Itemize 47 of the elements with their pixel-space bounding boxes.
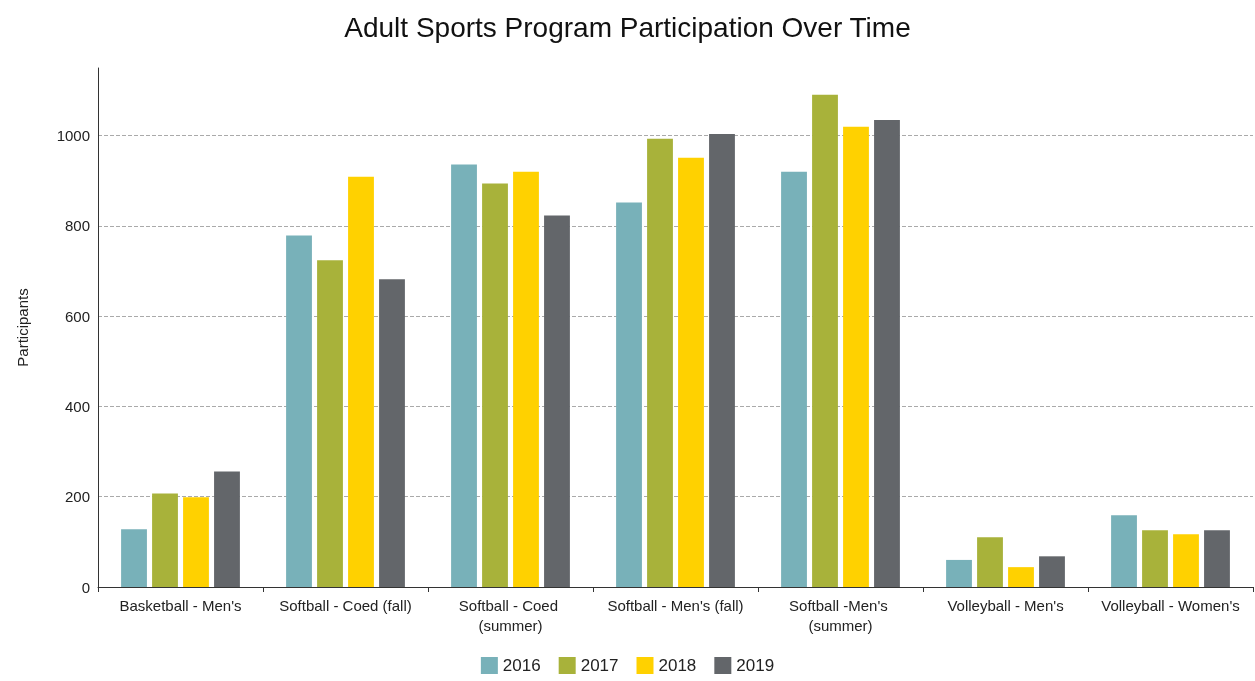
x-tick-label: Basketball - Men's — [119, 596, 242, 614]
legend-label: 2019 — [736, 656, 775, 675]
legend-label: 2017 — [580, 656, 619, 675]
bar — [1039, 556, 1065, 587]
bar — [183, 497, 209, 587]
bar — [214, 471, 240, 587]
y-axis-title: Participants — [14, 288, 31, 367]
bar — [647, 138, 673, 587]
y-tick-label: 400 — [64, 397, 90, 415]
bar — [946, 559, 972, 587]
bar — [1142, 530, 1168, 587]
bar — [451, 164, 477, 587]
x-tick-label: Volleyball - Men's — [947, 596, 1064, 614]
x-tick-label: Softball - Coed (summer) — [458, 596, 563, 634]
x-tick-label: Softball -Men's (summer) — [789, 596, 892, 634]
y-tick-label: 0 — [81, 578, 90, 596]
bar — [348, 176, 374, 587]
bar — [709, 133, 735, 587]
legend-label: 2018 — [658, 656, 697, 675]
y-tick-label: 1000 — [56, 127, 90, 145]
legend-label: 2016 — [502, 656, 541, 675]
x-tick-label: Softball - Coed (fall) — [279, 596, 412, 614]
bar — [482, 183, 508, 587]
bar — [678, 157, 704, 587]
bar — [874, 119, 900, 587]
bar — [513, 171, 539, 587]
chart-title: Adult Sports Program Participation Over Time — [344, 11, 911, 43]
bar — [1111, 515, 1137, 587]
bar — [812, 94, 838, 587]
bar — [616, 202, 642, 587]
y-tick-label: 200 — [64, 488, 90, 506]
y-tick-label: 800 — [64, 217, 90, 235]
bar — [843, 126, 869, 587]
bar — [1173, 534, 1199, 587]
bar — [317, 260, 343, 587]
bar — [152, 493, 178, 587]
bar — [379, 279, 405, 587]
x-tick-label: Volleyball - Women's — [1101, 596, 1240, 614]
bar — [781, 171, 807, 587]
bar — [286, 235, 312, 587]
bar — [544, 215, 570, 587]
bar — [1008, 567, 1034, 587]
bar — [121, 529, 147, 587]
bar — [1204, 530, 1230, 587]
y-tick-label: 600 — [64, 307, 90, 325]
bar — [977, 537, 1003, 587]
x-tick-label: Softball - Men's (fall) — [607, 596, 744, 614]
